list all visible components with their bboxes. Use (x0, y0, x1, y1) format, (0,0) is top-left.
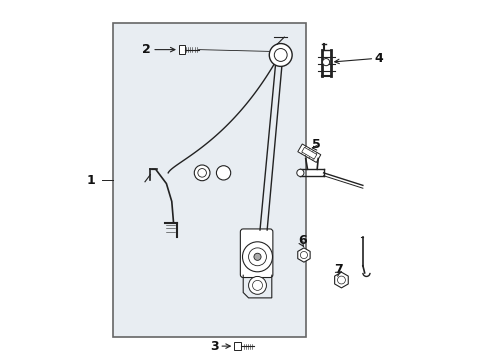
Circle shape (194, 165, 210, 181)
Text: 2: 2 (143, 43, 151, 56)
Polygon shape (298, 144, 321, 162)
Text: 3: 3 (210, 339, 219, 352)
Circle shape (300, 251, 308, 258)
Circle shape (270, 44, 292, 66)
Circle shape (322, 59, 330, 66)
Text: 5: 5 (312, 138, 321, 151)
Circle shape (254, 253, 261, 260)
Circle shape (297, 169, 304, 176)
Bar (179, 45, 185, 54)
Polygon shape (335, 272, 348, 288)
Circle shape (252, 280, 263, 291)
Text: 4: 4 (374, 52, 383, 65)
Bar (113, 23, 306, 337)
Polygon shape (298, 248, 310, 262)
Circle shape (248, 248, 267, 266)
Circle shape (217, 166, 231, 180)
Text: 7: 7 (335, 263, 343, 276)
Circle shape (198, 168, 206, 177)
Circle shape (338, 276, 345, 284)
Polygon shape (302, 147, 317, 159)
Circle shape (248, 276, 267, 294)
Circle shape (274, 49, 287, 62)
Text: 6: 6 (298, 234, 306, 247)
Text: 1: 1 (87, 174, 96, 186)
Circle shape (243, 242, 272, 272)
Bar (234, 342, 241, 350)
FancyBboxPatch shape (241, 229, 273, 278)
